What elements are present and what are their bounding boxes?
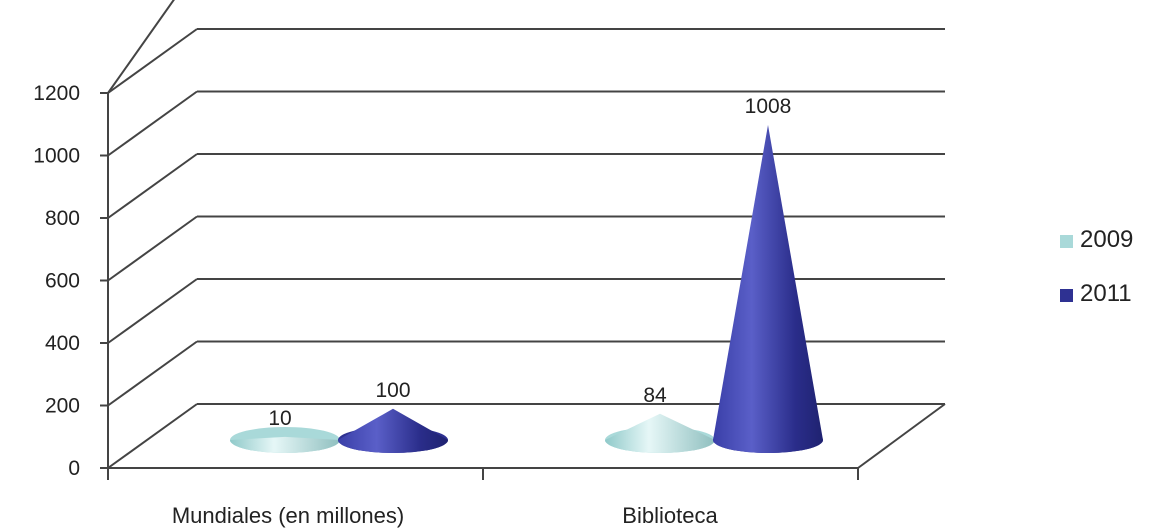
side-gridline xyxy=(107,215,198,282)
y-tick-label: 0 xyxy=(68,457,80,480)
cone-2011-0 xyxy=(338,408,448,453)
legend-label: 2009 xyxy=(1080,226,1133,253)
data-label: 84 xyxy=(643,384,667,407)
data-label: 10 xyxy=(268,407,291,430)
floor-right-edge xyxy=(857,403,946,469)
legend: 2009 2011 xyxy=(1060,226,1133,307)
side-gridline xyxy=(107,403,198,469)
y-tick-labels: 0 200 400 600 800 1000 1200 xyxy=(33,82,80,480)
legend-swatch xyxy=(1060,235,1073,248)
cone-2009-0 xyxy=(230,436,340,453)
cone-2009-1 xyxy=(605,413,715,453)
side-gridline-top xyxy=(107,0,175,94)
side-gridline xyxy=(107,153,198,219)
y-tick-label: 400 xyxy=(45,332,80,355)
cones xyxy=(230,125,823,453)
y-tick-label: 800 xyxy=(45,207,80,230)
y-tick-label: 1000 xyxy=(33,145,80,168)
category-label: Mundiales (en millones) xyxy=(172,503,404,528)
side-gridline xyxy=(107,278,198,344)
y-tick-label: 200 xyxy=(45,395,80,418)
data-labels: 10 84 100 1008 xyxy=(268,95,791,430)
category-labels: Mundiales (en millones) Biblioteca xyxy=(172,503,719,528)
legend-label: 2011 xyxy=(1080,280,1132,307)
axes xyxy=(100,92,946,480)
cone-2011-1 xyxy=(713,125,823,453)
side-gridline xyxy=(107,28,198,94)
y-tick-label: 1200 xyxy=(33,82,80,105)
side-gridline xyxy=(107,340,198,407)
data-label: 1008 xyxy=(745,95,792,118)
data-label: 100 xyxy=(375,379,410,402)
y-tick-label: 600 xyxy=(45,270,80,293)
legend-swatch xyxy=(1060,289,1073,302)
side-gridline xyxy=(107,90,198,157)
category-label: Biblioteca xyxy=(622,503,718,528)
gridlines xyxy=(107,0,945,469)
